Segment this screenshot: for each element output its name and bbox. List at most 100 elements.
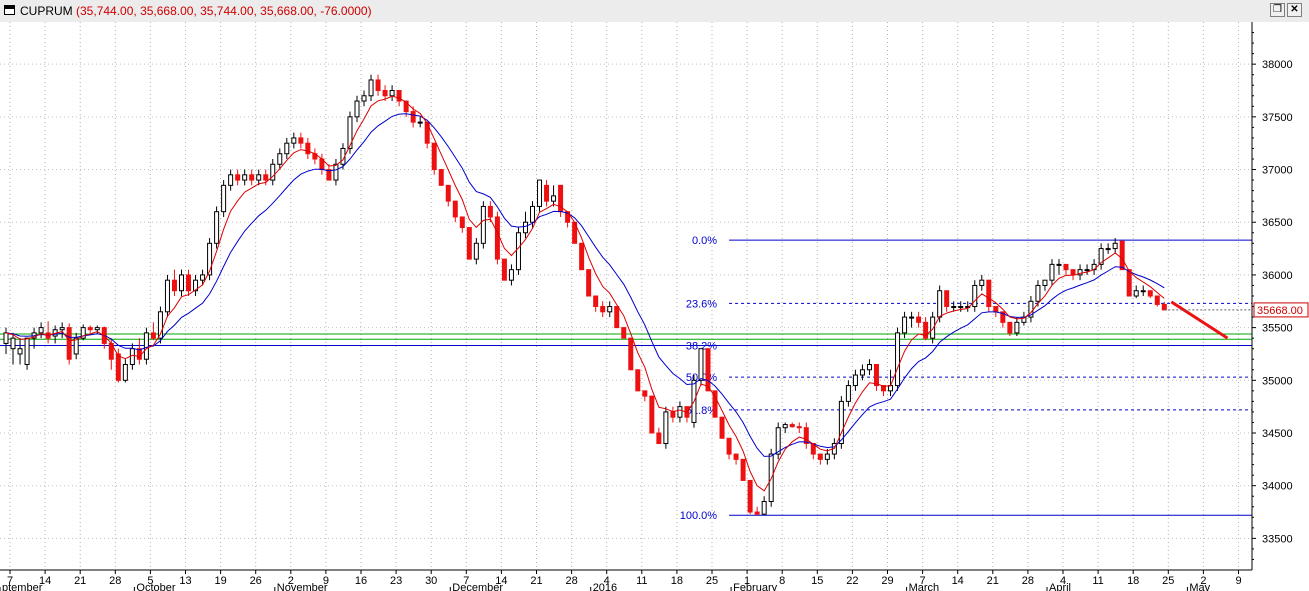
candle <box>1133 285 1139 299</box>
candle <box>354 95 360 123</box>
candle-body-up <box>937 290 943 318</box>
x-tick-label: 9 <box>323 575 329 587</box>
candle <box>965 301 971 312</box>
x-tick-label: 5 <box>147 575 153 587</box>
candle-body-down <box>916 316 922 323</box>
candle <box>951 301 957 312</box>
candle-body-up <box>859 369 865 376</box>
candle <box>754 506 760 516</box>
candle-body-up <box>782 424 788 429</box>
candle-body-up <box>368 79 374 97</box>
candle <box>677 401 683 423</box>
x-tick-label: 28 <box>109 575 121 587</box>
candle <box>1007 321 1013 337</box>
candle-body-down <box>1126 269 1132 297</box>
x-tick-label: 4 <box>1060 575 1066 587</box>
candle <box>508 264 514 286</box>
candle-body-up <box>417 121 423 124</box>
symbol-label: CUPRUM <box>20 4 73 18</box>
candle-body-up <box>1140 290 1146 293</box>
candle-body-up <box>122 364 128 381</box>
candle-body-down <box>150 332 156 339</box>
candle <box>256 169 262 186</box>
candle-body-down <box>705 348 711 392</box>
candle-body-down <box>1000 311 1006 323</box>
candle <box>873 364 879 391</box>
candle-body-up <box>530 205 535 223</box>
candle-body-up <box>228 174 234 186</box>
x-tick-label: 30 <box>425 575 437 587</box>
candle <box>852 369 858 391</box>
candle <box>242 169 248 186</box>
candle <box>459 216 465 233</box>
y-tick-label: 36000 <box>1262 270 1293 282</box>
candle <box>150 322 156 341</box>
candle-body-up <box>958 306 964 309</box>
projection-line <box>1170 300 1229 340</box>
month-label: March <box>909 582 940 591</box>
candle <box>656 427 662 445</box>
month-label: ptember <box>2 582 43 591</box>
candle-body-down <box>628 337 634 371</box>
plot-area <box>0 22 1252 570</box>
moving-average-slow <box>5 113 1165 457</box>
x-tick-label: 21 <box>74 575 86 587</box>
candle <box>726 437 732 460</box>
candle-body-down <box>754 511 760 515</box>
candle-body-up <box>361 95 367 102</box>
candle <box>466 227 472 260</box>
candle <box>291 132 297 149</box>
candle <box>1042 279 1048 291</box>
x-tick-label: 21 <box>987 575 999 587</box>
candle-body-down <box>494 216 500 260</box>
candle-body-down <box>614 306 620 329</box>
chart-title: CUPRUM (35,744.00, 35,668.00, 35,744.00,… <box>20 4 372 18</box>
candle-body-up <box>1098 248 1104 265</box>
candle <box>1154 295 1160 307</box>
candle-body-down <box>719 416 725 439</box>
candle <box>515 227 521 275</box>
candle-body-down <box>115 353 121 381</box>
candle-body-down <box>375 79 381 92</box>
candle <box>249 169 255 186</box>
candle <box>171 269 177 296</box>
candle-body-down <box>993 306 999 313</box>
candle <box>193 274 199 296</box>
month-label: November <box>277 582 328 591</box>
candle <box>164 274 170 318</box>
candle <box>17 338 23 365</box>
candle-body-up <box>73 337 79 355</box>
candle-body-up <box>1056 263 1062 266</box>
candle-body-down <box>410 111 416 123</box>
candle-body-up <box>972 284 978 308</box>
candle <box>544 180 550 207</box>
candle-body-up <box>951 306 957 309</box>
candle-body-down <box>298 137 304 144</box>
candle-body-down <box>635 369 641 392</box>
candle-body-up <box>347 116 353 149</box>
candle-body-down <box>923 321 929 339</box>
x-tick-label: 2 <box>1200 575 1206 587</box>
x-tick-label: 25 <box>706 575 718 587</box>
candle-body-down <box>1154 295 1160 305</box>
x-tick-label: 9 <box>1235 575 1241 587</box>
candle <box>87 325 93 333</box>
restore-button[interactable]: ❐ <box>1270 3 1285 17</box>
y-tick-label: 34000 <box>1262 481 1293 493</box>
candlestick-chart[interactable]: 0.0%23.6%38.2%50.0%61.8%100.0% 714212851… <box>0 22 1309 591</box>
candle <box>1084 264 1090 275</box>
candle <box>452 200 458 223</box>
candle-body-up <box>895 332 901 387</box>
candle-body-up <box>193 279 199 292</box>
x-tick-label: 7 <box>7 575 13 587</box>
candle-body-up <box>677 406 683 418</box>
candle <box>431 142 437 175</box>
candle <box>10 332 16 365</box>
candle <box>719 416 725 439</box>
candle <box>1140 285 1146 296</box>
candle <box>3 327 9 354</box>
close-button[interactable]: ✕ <box>1287 3 1302 17</box>
candle <box>228 169 234 191</box>
candle-body-down <box>986 279 992 308</box>
y-tick-label: 35000 <box>1262 375 1293 387</box>
